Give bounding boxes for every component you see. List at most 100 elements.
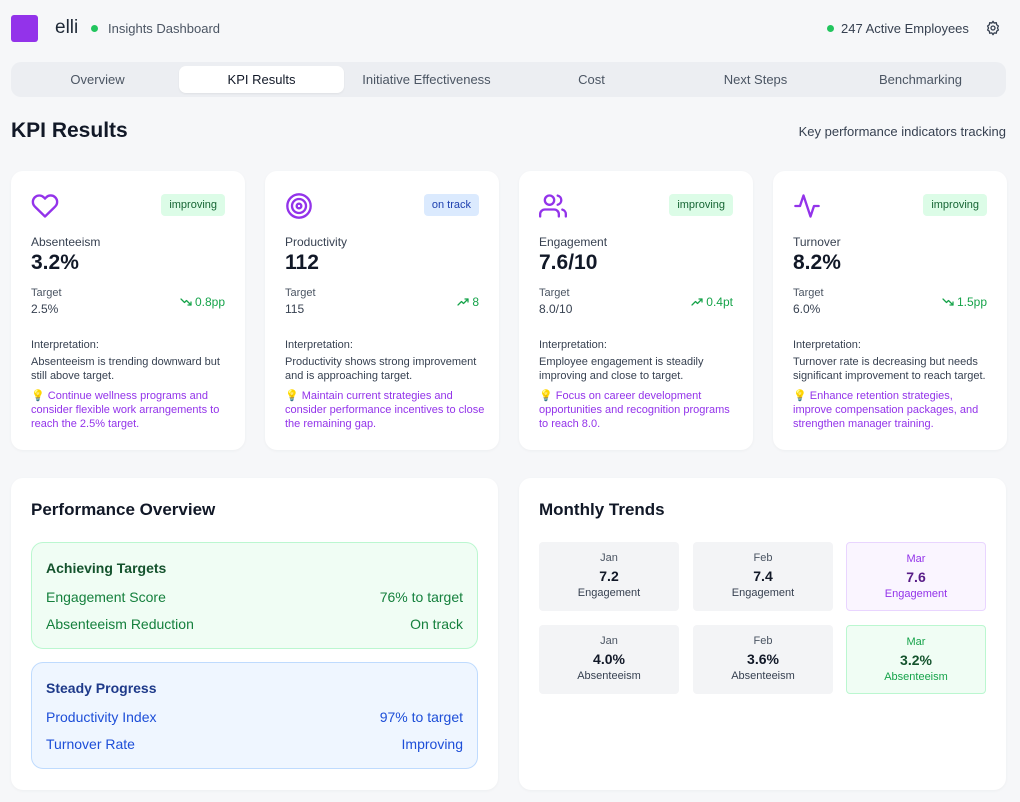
trend-tile-engagement-jan: Jan 7.2 Engagement: [539, 542, 679, 611]
status-badge: on track: [423, 194, 479, 216]
target-label: Target: [285, 287, 316, 299]
steady-progress-box: Steady Progress Productivity Index 97% t…: [31, 662, 478, 769]
gear-icon[interactable]: [985, 20, 1001, 36]
tile-metric: Engagement: [884, 588, 948, 600]
kpi-card-turnover: improving Turnover 8.2% Target 6.0% 1.5p…: [773, 171, 1007, 450]
recommendation-text: 💡 Focus on career development opportunit…: [539, 390, 730, 430]
page-description: Key performance indicators tracking: [798, 124, 1006, 139]
tab-initiative-effectiveness[interactable]: Initiative Effectiveness: [362, 72, 491, 87]
metric-row: Turnover Rate Improving: [46, 736, 463, 752]
status-badge: improving: [669, 194, 733, 216]
trend-indicator: 0.4pt: [691, 295, 733, 309]
target-value: 115: [285, 302, 305, 316]
tab-kpi-results[interactable]: KPI Results: [179, 66, 344, 93]
activity-icon: [794, 194, 820, 218]
interpretation-label: Interpretation:: [285, 339, 353, 351]
page-title: KPI Results: [11, 119, 128, 142]
tile-month: Feb: [753, 635, 773, 647]
tile-metric: Engagement: [577, 587, 641, 599]
recommendation-text: 💡 Maintain current strategies and consid…: [285, 390, 485, 430]
kpi-name: Turnover: [793, 235, 841, 249]
status-badge: improving: [923, 194, 987, 216]
active-employees-count: 247 Active Employees: [841, 21, 969, 36]
users-icon: [539, 194, 567, 218]
kpi-name: Productivity: [285, 235, 348, 249]
tile-metric: Absenteeism: [577, 670, 641, 682]
trend-value: 0.8pp: [194, 295, 225, 309]
achieving-targets-box: Achieving Targets Engagement Score 76% t…: [31, 542, 478, 649]
brand-name: elli: [55, 17, 79, 38]
tab-cost[interactable]: Cost: [578, 72, 605, 87]
trend-value: 1.5pp: [956, 295, 987, 309]
metric-row: Absenteeism Reduction On track: [46, 616, 463, 632]
tile-value: 7.4: [753, 568, 773, 584]
interpretation-label: Interpretation:: [539, 339, 607, 351]
tile-month: Feb: [753, 552, 773, 564]
tile-value: 7.2: [599, 568, 619, 584]
app-header: elli Insights Dashboard 247 Active Emplo…: [0, 0, 1020, 58]
trend-tile-engagement-feb: Feb 7.4 Engagement: [693, 542, 833, 611]
trending-down-icon: [942, 298, 954, 306]
metric-label: Absenteeism Reduction: [46, 616, 194, 632]
metric-value: Improving: [401, 736, 463, 752]
tile-metric: Absenteeism: [884, 671, 948, 683]
tab-next-steps[interactable]: Next Steps: [723, 72, 788, 87]
tile-value: 7.6: [906, 569, 926, 585]
trending-up-icon: [691, 298, 703, 306]
kpi-name: Absenteeism: [31, 235, 101, 249]
tile-metric: Engagement: [731, 587, 795, 599]
box-title: Achieving Targets: [46, 560, 167, 576]
interpretation-text: Productivity shows strong improvement an…: [285, 356, 477, 382]
kpi-card-absenteeism: improving Absenteeism 3.2% Target 2.5% 0…: [11, 171, 245, 450]
monthly-trends-panel: Monthly Trends Jan 7.2 Engagement Feb 7.…: [519, 478, 1006, 790]
heart-icon: [31, 194, 59, 218]
panel-title: Performance Overview: [31, 500, 216, 519]
tile-value: 3.2%: [900, 652, 932, 668]
kpi-value: 8.2%: [793, 251, 841, 274]
status-dot: [91, 25, 98, 32]
trending-down-icon: [180, 298, 192, 306]
tab-bar: Overview KPI Results Initiative Effectiv…: [11, 62, 1006, 97]
tile-month: Jan: [600, 635, 618, 647]
trend-indicator: 0.8pp: [180, 295, 225, 309]
tab-benchmarking[interactable]: Benchmarking: [878, 72, 963, 87]
status-badge: improving: [161, 194, 225, 216]
target-label: Target: [31, 287, 62, 299]
interpretation-text: Absenteeism is trending downward but sti…: [31, 356, 220, 382]
metric-row: Productivity Index 97% to target: [46, 709, 463, 725]
recommendation-text: 💡 Enhance retention strategies, improve …: [793, 390, 979, 430]
tile-value: 3.6%: [747, 651, 779, 667]
tile-month: Mar: [906, 636, 926, 648]
interpretation-text: Employee engagement is steadily improvin…: [539, 356, 704, 382]
box-title: Steady Progress: [46, 680, 157, 696]
target-icon: [286, 193, 312, 219]
metric-value: On track: [410, 616, 463, 632]
trend-tile-absenteeism-mar: Mar 3.2% Absenteeism: [846, 625, 986, 694]
tile-metric: Absenteeism: [731, 670, 795, 682]
app-subtitle: Insights Dashboard: [108, 21, 221, 36]
recommendation-text: 💡 Continue wellness programs and conside…: [31, 390, 220, 430]
trend-tile-engagement-mar: Mar 7.6 Engagement: [846, 542, 986, 611]
interpretation-label: Interpretation:: [793, 339, 861, 351]
tile-value: 4.0%: [593, 651, 625, 667]
metric-value: 97% to target: [379, 709, 463, 725]
metric-label: Engagement Score: [46, 589, 166, 605]
tile-month: Jan: [600, 552, 618, 564]
interpretation-label: Interpretation:: [31, 339, 99, 351]
target-label: Target: [793, 287, 824, 299]
metric-row: Engagement Score 76% to target: [46, 589, 463, 605]
target-value: 8.0/10: [539, 302, 573, 316]
tab-overview[interactable]: Overview: [70, 72, 125, 87]
kpi-name: Engagement: [539, 235, 608, 249]
trending-up-icon: [457, 298, 469, 306]
kpi-card-engagement: improving Engagement 7.6/10 Target 8.0/1…: [519, 171, 753, 450]
trend-tile-absenteeism-jan: Jan 4.0% Absenteeism: [539, 625, 679, 694]
kpi-card-productivity: on track Productivity 112 Target 115 8 I…: [265, 171, 499, 450]
trend-value: 8: [472, 295, 479, 309]
brand-logo: [11, 15, 38, 42]
metric-label: Turnover Rate: [46, 736, 135, 752]
trend-tile-absenteeism-feb: Feb 3.6% Absenteeism: [693, 625, 833, 694]
active-dot: [827, 25, 834, 32]
target-value: 2.5%: [31, 302, 59, 316]
kpi-value: 112: [285, 251, 319, 274]
